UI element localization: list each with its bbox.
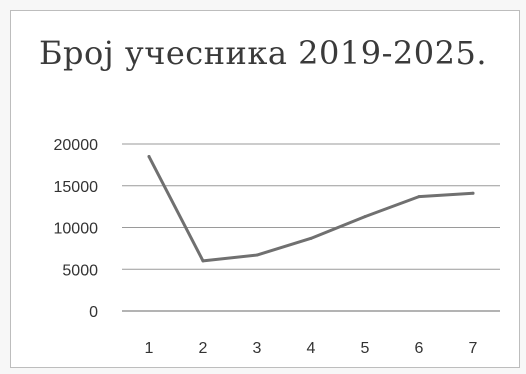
y-tick-label: 10000 — [54, 221, 99, 238]
x-tick-label: 4 — [307, 340, 316, 357]
x-tick-label: 7 — [469, 340, 478, 357]
data-point — [147, 155, 151, 159]
x-tick-label: 6 — [415, 340, 424, 357]
data-point — [255, 253, 259, 257]
data-point — [471, 191, 475, 195]
y-tick-labels: 0 5000 10000 15000 20000 — [54, 137, 99, 321]
chart-title-text: Број учесника 2019-2025. — [39, 34, 487, 72]
x-tick-label: 3 — [253, 340, 262, 357]
data-point — [309, 236, 313, 240]
data-point — [417, 195, 421, 199]
data-point — [363, 215, 367, 219]
series-line — [147, 155, 475, 263]
x-tick-label: 2 — [199, 340, 208, 357]
x-tick-labels: 1 2 3 4 5 6 7 — [145, 340, 478, 357]
y-tick-label: 20000 — [54, 137, 99, 154]
x-tick-label: 1 — [145, 340, 154, 357]
y-tick-label: 0 — [89, 304, 98, 321]
data-point — [201, 259, 205, 263]
x-tick-label: 5 — [361, 340, 370, 357]
series-layer — [147, 155, 475, 263]
chart-title: Број учесника 2019-2025. — [0, 30, 526, 76]
chart-frame — [10, 10, 520, 368]
grid-layer — [122, 143, 500, 312]
y-tick-label: 15000 — [54, 179, 99, 196]
y-tick-label: 5000 — [62, 262, 98, 279]
